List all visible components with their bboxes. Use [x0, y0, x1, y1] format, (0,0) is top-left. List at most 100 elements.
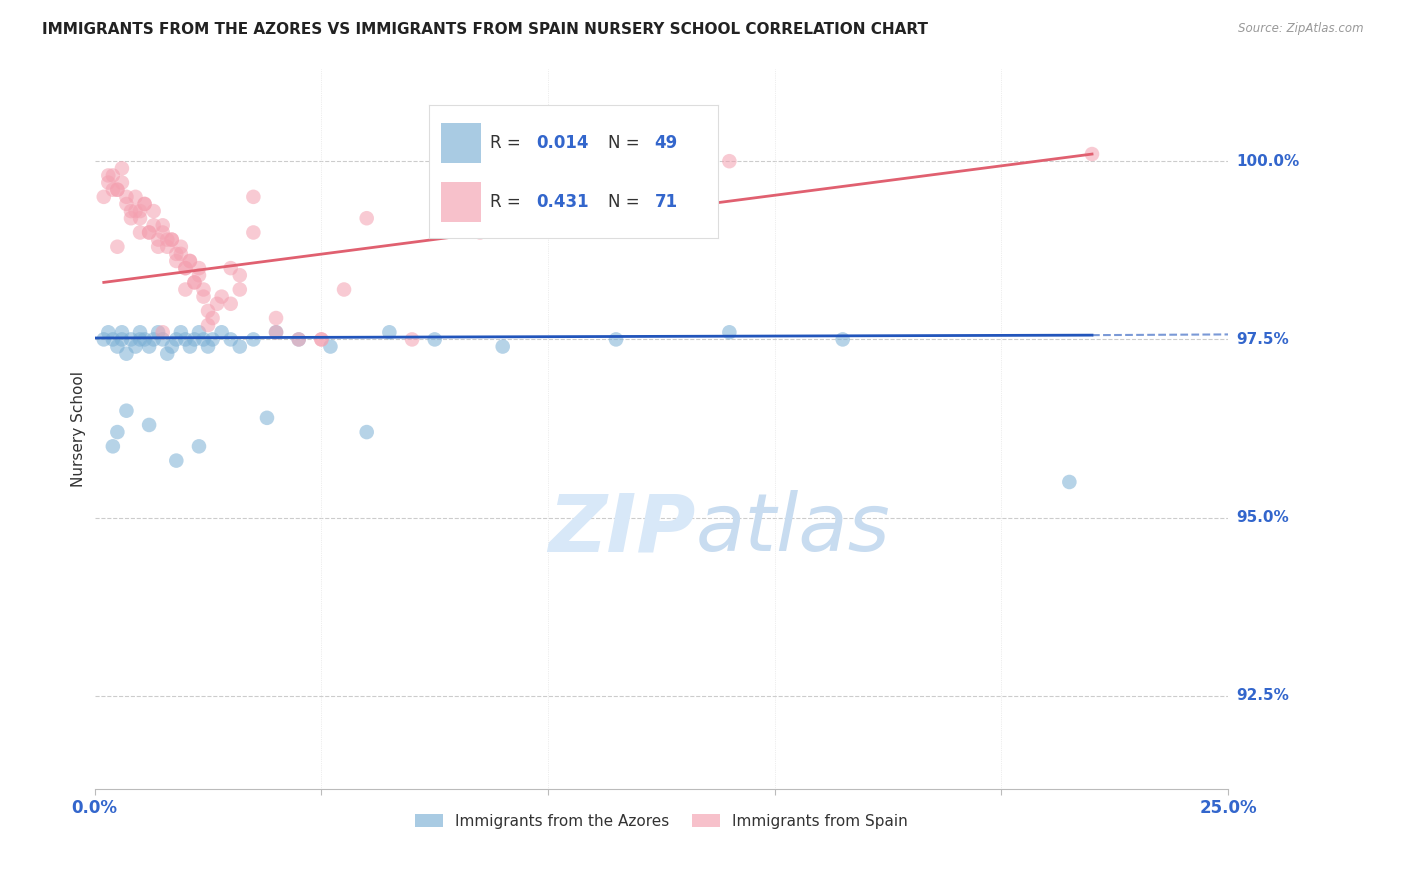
Point [142, 333, 165, 347]
Point [120, 211, 142, 226]
Point [378, 326, 401, 340]
Point [97, 176, 120, 190]
Point [97, 326, 120, 340]
Point [138, 226, 160, 240]
Point [201, 333, 224, 347]
Point [115, 346, 138, 360]
Point [211, 290, 233, 304]
Point [170, 247, 193, 261]
Point [134, 197, 156, 211]
Point [156, 240, 179, 254]
Point [152, 333, 174, 347]
Point [468, 226, 491, 240]
Point [124, 340, 146, 354]
Point [134, 197, 156, 211]
Point [101, 333, 124, 347]
Point [229, 283, 252, 297]
Point [148, 233, 170, 247]
Point [170, 326, 193, 340]
Point [129, 226, 152, 240]
Point [105, 183, 128, 197]
Point [142, 219, 165, 233]
Point [120, 204, 142, 219]
Point [115, 197, 138, 211]
Point [134, 333, 156, 347]
Point [105, 183, 128, 197]
Point [188, 268, 211, 283]
Point [287, 333, 309, 347]
Point [142, 204, 165, 219]
Point [356, 211, 378, 226]
Point [174, 261, 197, 276]
Point [138, 340, 160, 354]
Point [423, 333, 446, 347]
Point [165, 333, 187, 347]
Point [183, 276, 205, 290]
Point [333, 283, 356, 297]
Point [105, 340, 128, 354]
Point [115, 403, 138, 417]
Point [201, 311, 224, 326]
Point [152, 219, 174, 233]
Point [718, 154, 741, 169]
Point [148, 240, 170, 254]
Text: 100.0%: 100.0% [1236, 153, 1299, 169]
Point [256, 410, 278, 425]
Point [170, 240, 193, 254]
Point [105, 425, 128, 439]
Point [188, 326, 211, 340]
Point [152, 326, 174, 340]
Text: atlas: atlas [696, 491, 890, 568]
Point [101, 169, 124, 183]
Legend: Immigrants from the Azores, Immigrants from Spain: Immigrants from the Azores, Immigrants f… [409, 807, 914, 835]
Point [229, 340, 252, 354]
Point [311, 333, 333, 347]
Point [93, 333, 115, 347]
Point [197, 304, 219, 318]
Text: 95.0%: 95.0% [1236, 510, 1289, 525]
Point [105, 240, 128, 254]
Y-axis label: Nursery School: Nursery School [72, 370, 86, 486]
Point [124, 190, 146, 204]
Point [152, 226, 174, 240]
Point [174, 333, 197, 347]
Point [111, 176, 134, 190]
Point [111, 326, 134, 340]
Point [148, 326, 170, 340]
Point [129, 204, 152, 219]
Point [183, 276, 205, 290]
Point [205, 297, 228, 311]
Point [229, 268, 252, 283]
Point [101, 439, 124, 453]
Point [174, 283, 197, 297]
Point [492, 340, 515, 354]
Point [311, 333, 333, 347]
Point [242, 190, 264, 204]
Point [111, 161, 134, 176]
Point [1081, 147, 1104, 161]
Text: 92.5%: 92.5% [1236, 689, 1289, 704]
Point [264, 311, 287, 326]
Point [179, 254, 201, 268]
Point [197, 340, 219, 354]
Point [156, 346, 179, 360]
Point [264, 326, 287, 340]
Point [165, 247, 187, 261]
Point [156, 233, 179, 247]
Point [831, 333, 853, 347]
Point [174, 261, 197, 276]
Point [718, 326, 741, 340]
Point [287, 333, 309, 347]
Point [138, 226, 160, 240]
Text: IMMIGRANTS FROM THE AZORES VS IMMIGRANTS FROM SPAIN NURSERY SCHOOL CORRELATION C: IMMIGRANTS FROM THE AZORES VS IMMIGRANTS… [42, 22, 928, 37]
Point [605, 333, 627, 347]
Point [111, 333, 134, 347]
Point [219, 333, 242, 347]
Point [188, 261, 211, 276]
Point [129, 333, 152, 347]
Point [160, 233, 183, 247]
Text: 97.5%: 97.5% [1236, 332, 1289, 347]
Point [183, 333, 205, 347]
Point [165, 254, 187, 268]
Point [179, 340, 201, 354]
